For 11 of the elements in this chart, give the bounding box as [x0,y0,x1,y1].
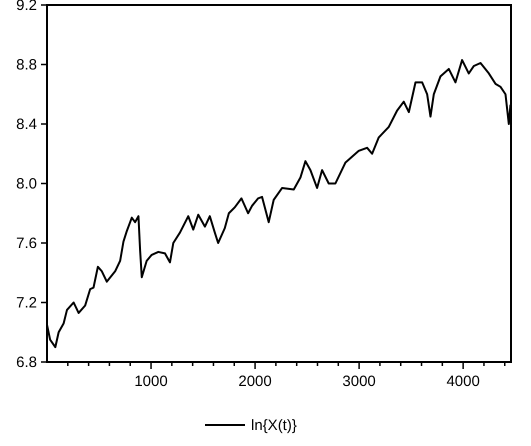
y-tick-label: 8.0 [16,176,37,192]
x-tick-label: 2000 [238,373,272,390]
y-tick-label: 7.2 [16,294,37,312]
y-tick-label: 6.8 [16,354,37,371]
legend-label: ln{X(t)} [251,417,297,434]
x-tick-label: 4000 [446,373,480,390]
y-tick-label: 8.4 [16,116,37,133]
y-tick-label: 8.8 [16,56,37,74]
x-tick-label: 1000 [134,373,168,390]
y-tick-label: 7.6 [16,235,37,252]
x-tick-label: 3000 [342,373,376,390]
